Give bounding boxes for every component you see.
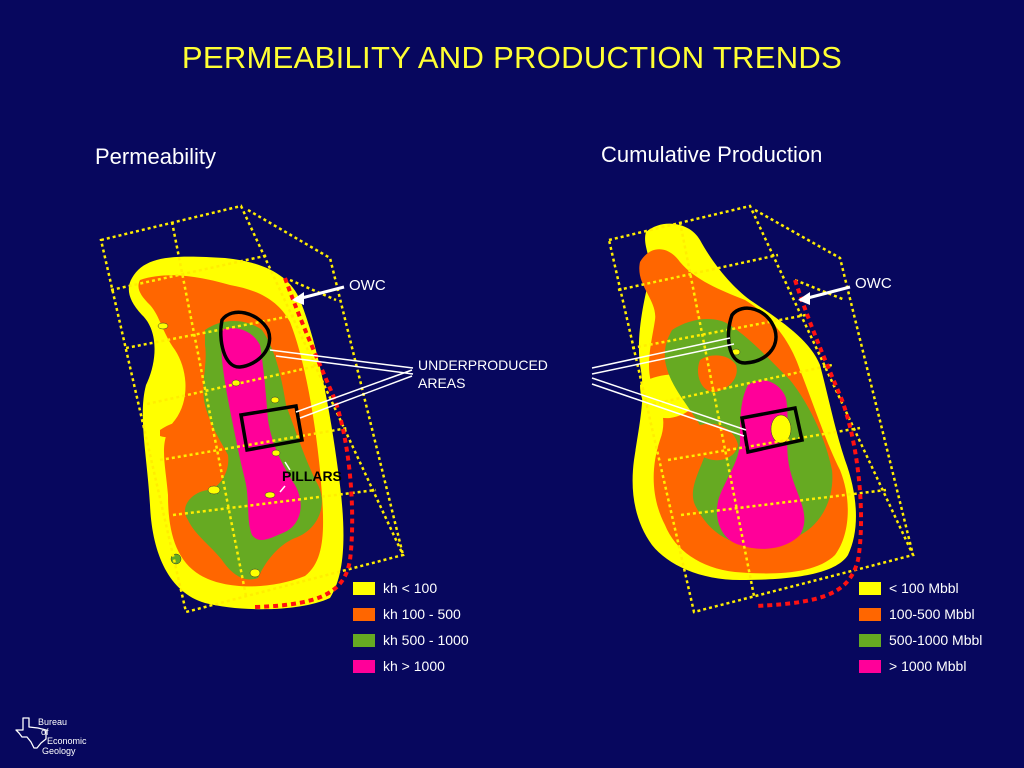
production-map bbox=[607, 204, 915, 614]
logo-line: Geology bbox=[42, 745, 76, 756]
underproduced-label-line-2: AREAS bbox=[418, 375, 466, 391]
legend-label: 500-1000 Mbbl bbox=[889, 632, 983, 648]
legend-swatch bbox=[353, 634, 375, 647]
legend-label: kh > 1000 bbox=[383, 658, 445, 674]
permeability-map bbox=[99, 204, 405, 614]
legend-label: kh 500 - 1000 bbox=[383, 632, 469, 648]
logo-line: Bureau bbox=[38, 717, 68, 727]
pillars-label: PILLARS bbox=[282, 468, 342, 484]
owc-label-left: OWC bbox=[349, 277, 386, 294]
legend-swatch bbox=[859, 582, 881, 595]
legend-label: < 100 Mbbl bbox=[889, 580, 959, 596]
permeability-panel-title: Permeability bbox=[95, 144, 217, 169]
logo-line: of bbox=[41, 726, 49, 737]
legend-swatch bbox=[859, 660, 881, 673]
bureau-logo-text: Bureau of Economic Geology bbox=[38, 717, 87, 756]
texas-map-icon bbox=[15, 717, 47, 749]
logo-line: Economic bbox=[47, 736, 87, 746]
legend-swatch bbox=[353, 660, 375, 673]
underproduced-label-line-1: UNDERPRODUCED bbox=[418, 357, 548, 373]
legend-swatch bbox=[353, 582, 375, 595]
legend-label: 100-500 Mbbl bbox=[889, 606, 975, 622]
legend-label: kh < 100 bbox=[383, 580, 438, 596]
underproduced-areas-label: UNDERPRODUCED AREAS bbox=[418, 356, 548, 392]
legend-swatch bbox=[859, 634, 881, 647]
owc-label-right: OWC bbox=[855, 275, 892, 292]
legend-swatch bbox=[859, 608, 881, 621]
underproduced-callout-lines bbox=[269, 337, 747, 437]
legend-label: > 1000 Mbbl bbox=[889, 658, 967, 674]
page-title: PERMEABILITY AND PRODUCTION TRENDS bbox=[181, 40, 843, 75]
production-panel-title: Cumulative Production bbox=[601, 142, 823, 167]
legend-label: kh 100 - 500 bbox=[383, 606, 461, 622]
legend-swatch bbox=[353, 608, 375, 621]
